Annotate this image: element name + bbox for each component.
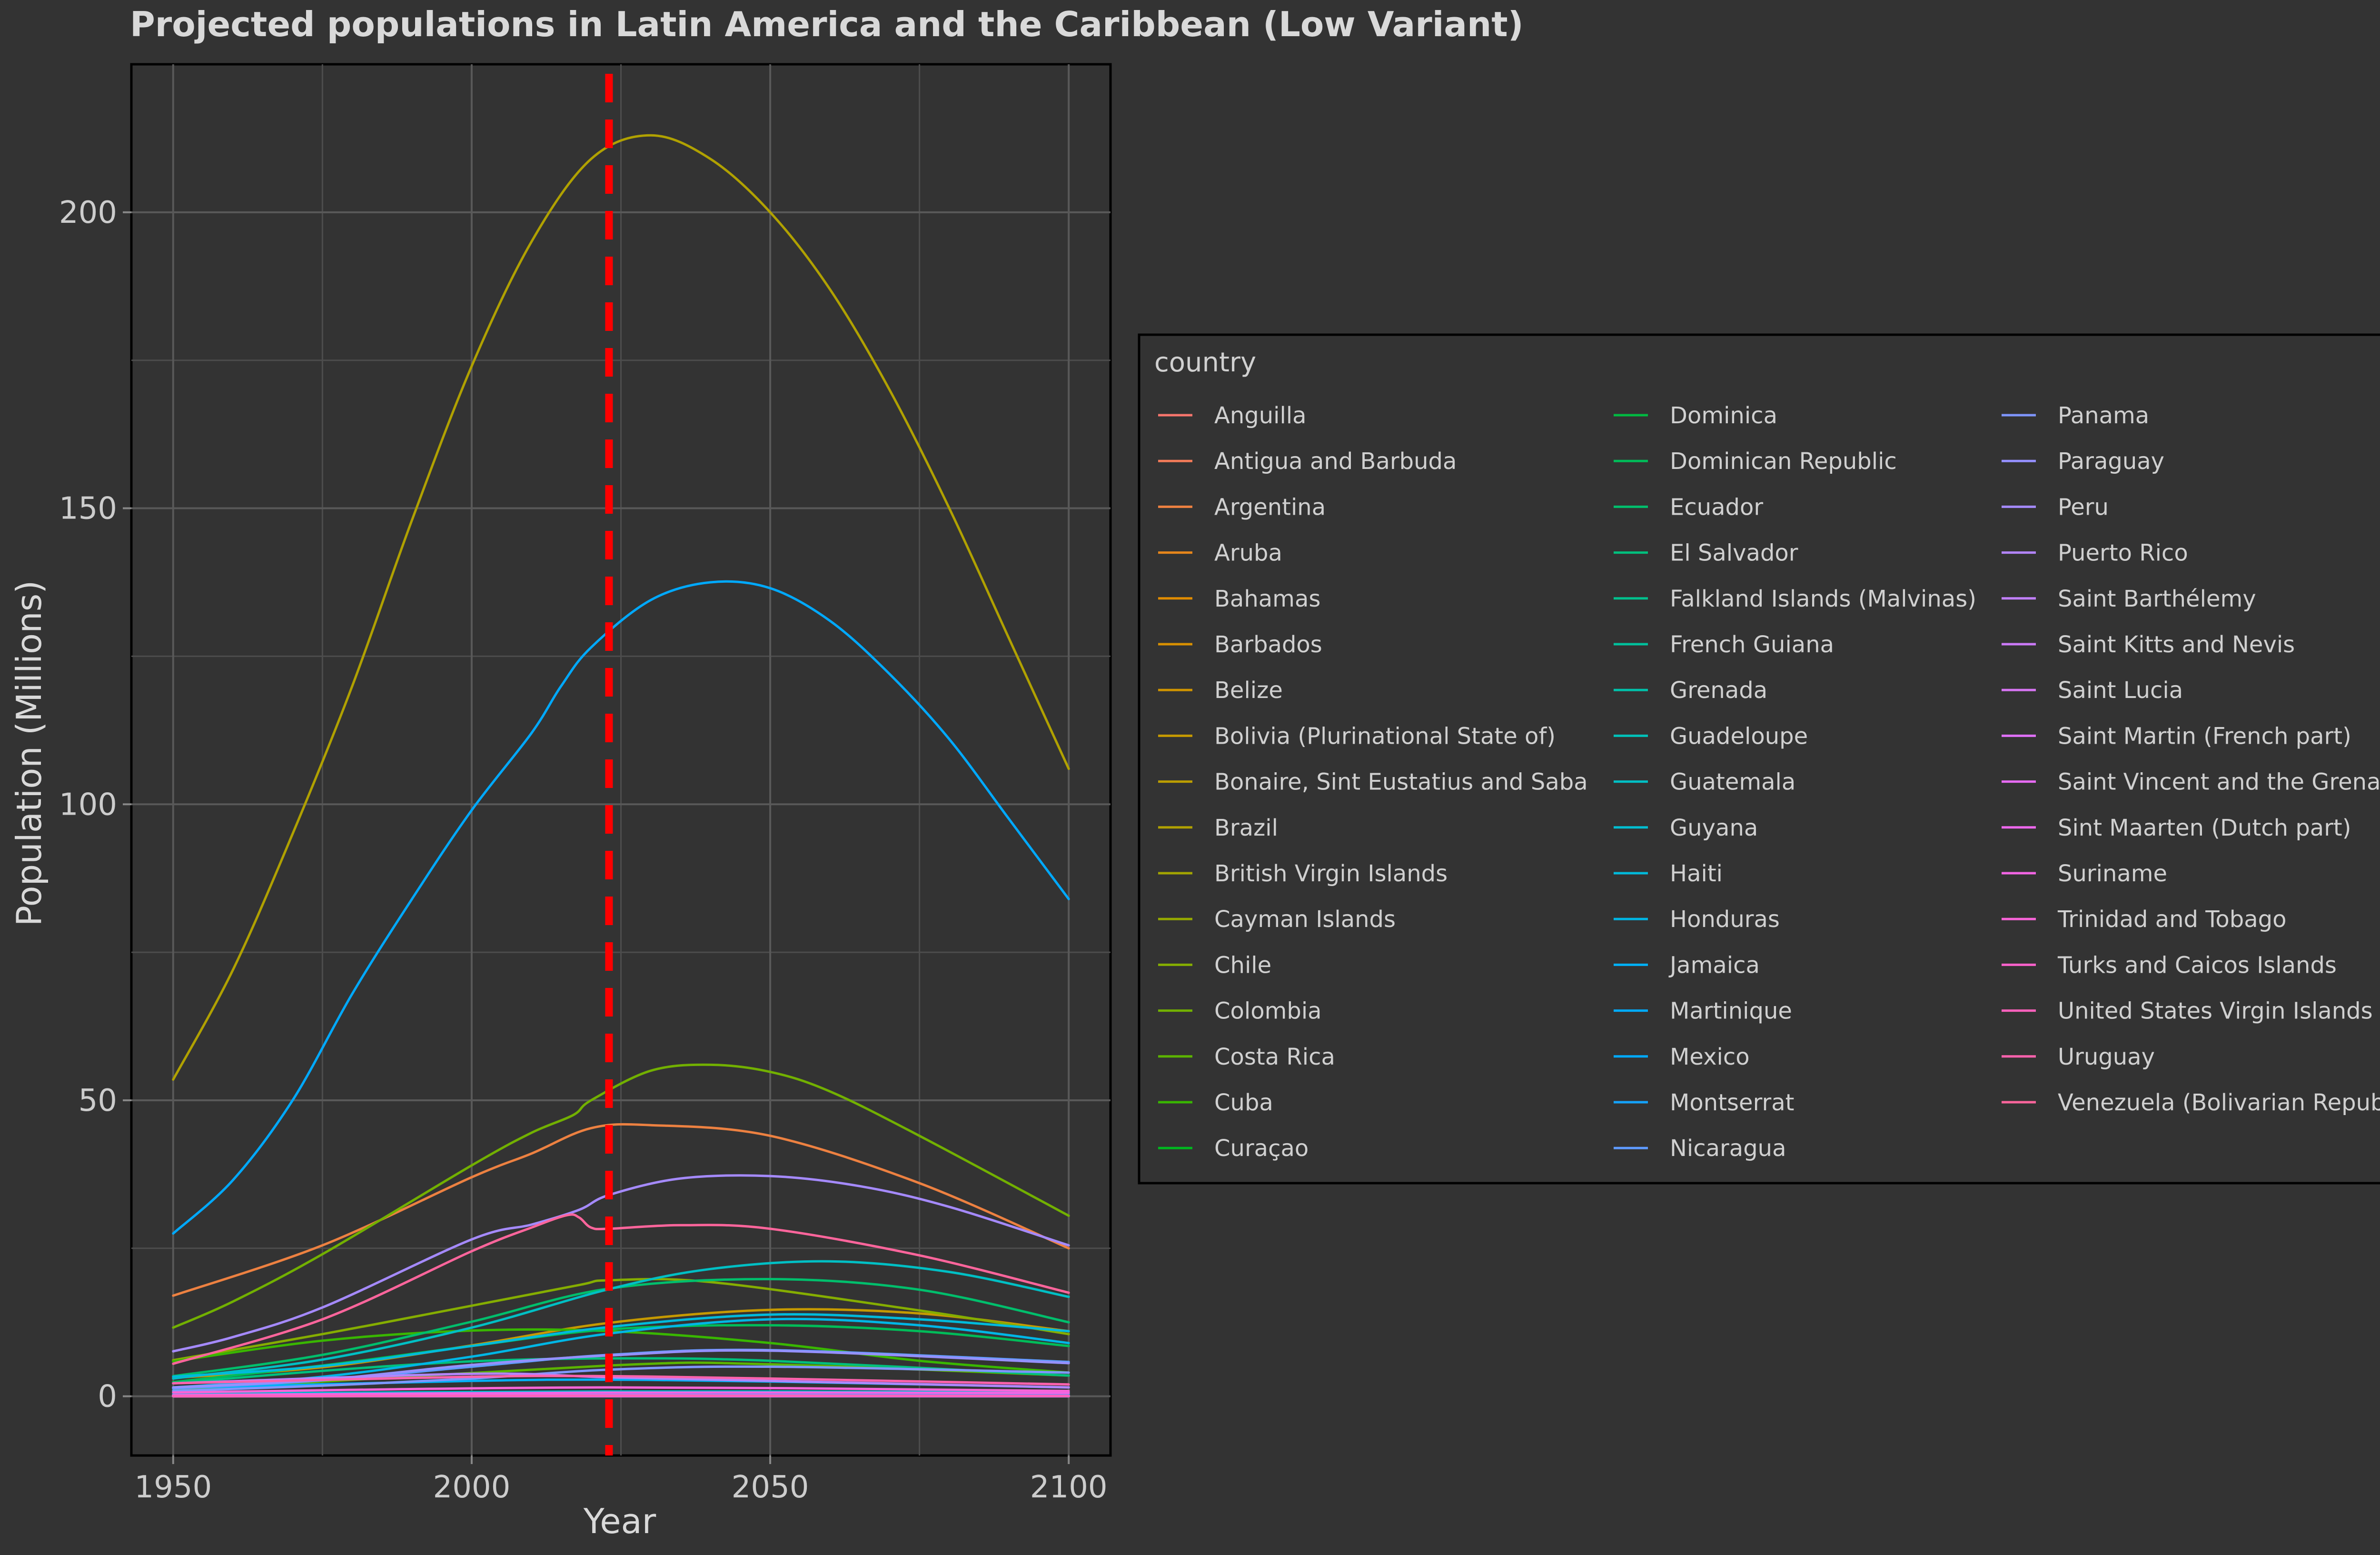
series-line [172, 1277, 1070, 1362]
series-line [172, 580, 1070, 1235]
legend-label: Nicaragua [1670, 1135, 1786, 1162]
y-axis-title: Population (Millions) [9, 580, 49, 927]
series-line [172, 1391, 1070, 1396]
y-tick-label: 100 [59, 787, 117, 822]
legend-label: Sint Maarten (Dutch part) [2058, 815, 2351, 841]
legend-label: Peru [2058, 494, 2109, 520]
legend-label: Dominica [1670, 402, 1777, 429]
legend-label: Panama [2058, 402, 2149, 429]
chart-title: Projected populations in Latin America a… [130, 4, 1524, 44]
legend-label: Chile [1214, 952, 1271, 978]
series-line [172, 1174, 1070, 1353]
legend-label: Haiti [1670, 860, 1723, 887]
legend-label: Antigua and Barbuda [1214, 448, 1457, 475]
legend: country Anguilla Antigua and Barbuda Argen… [1138, 333, 2380, 1185]
legend-label: Suriname [2058, 860, 2167, 887]
legend-label: Trinidad and Tobago [2057, 906, 2287, 933]
legend-label: Costa Rica [1214, 1044, 1335, 1070]
legend-label: Dominican Republic [1670, 448, 1897, 475]
legend-label: Belize [1214, 677, 1283, 704]
x-tick-label: 2100 [1030, 1470, 1108, 1505]
legend-label: Saint Martin (French part) [2058, 723, 2351, 749]
series-line [172, 1063, 1070, 1329]
legend-label: Bahamas [1214, 586, 1320, 612]
y-tick-label: 0 [98, 1379, 117, 1415]
series-line [172, 134, 1070, 1081]
y-tick-label: 200 [59, 195, 117, 230]
legend-label: United States Virgin Islands [2058, 998, 2373, 1025]
legend-label: Bonaire, Sint Eustatius and Saba [1214, 769, 1588, 796]
legend-label: Bolivia (Plurinational State of) [1214, 723, 1556, 749]
legend-label: Saint Vincent and the Grenadines [2058, 769, 2380, 796]
legend-label: Argentina [1214, 494, 1326, 520]
legend-label: Honduras [1670, 906, 1780, 933]
series-line [172, 1260, 1070, 1380]
legend-label: Colombia [1214, 998, 1322, 1025]
legend-title: country [1154, 347, 1256, 378]
legend-label: Ecuador [1670, 494, 1763, 520]
legend-label: Paraguay [2058, 448, 2164, 475]
legend-label: Jamaica [1668, 952, 1760, 978]
x-tick-label: 2050 [732, 1470, 809, 1505]
legend-label: Cuba [1214, 1089, 1273, 1116]
legend-label: Cayman Islands [1214, 906, 1396, 933]
legend-label: French Guiana [1670, 631, 1834, 658]
legend-label: Montserrat [1670, 1089, 1794, 1116]
legend-label: Curaçao [1214, 1135, 1309, 1162]
legend-label: Venezuela (Bolivarian Republic of) [2058, 1089, 2380, 1116]
legend-label: Turks and Caicos Islands [2057, 952, 2337, 978]
grid-lines [131, 64, 1111, 1455]
series-line [172, 1123, 1070, 1297]
x-axis-title: Year [583, 1501, 656, 1541]
legend-label: Grenada [1670, 677, 1767, 704]
legend-label: Barbados [1214, 631, 1322, 658]
x-tick-label: 2000 [433, 1470, 510, 1505]
y-tick-label: 150 [59, 491, 117, 527]
series-line [172, 1357, 1070, 1385]
series-line [172, 1365, 1070, 1392]
legend-label: Anguilla [1214, 402, 1307, 429]
legend-label: British Virgin Islands [1214, 860, 1448, 887]
legend-label: Guadeloupe [1670, 723, 1808, 749]
legend-label: Guatemala [1670, 769, 1795, 796]
legend-items: Anguilla Antigua and Barbuda Argentina Arub… [1158, 402, 2380, 1162]
series-line [172, 1213, 1070, 1365]
series-line [172, 1386, 1070, 1394]
legend-label: Guyana [1670, 815, 1758, 841]
x-tick-label: 1950 [134, 1470, 212, 1505]
legend-label: Martinique [1670, 998, 1792, 1025]
legend-label: El Salvador [1670, 540, 1798, 567]
y-tick-label: 50 [79, 1083, 117, 1118]
legend-label: Saint Kitts and Nevis [2058, 631, 2295, 658]
legend-label: Saint Lucia [2058, 677, 2183, 704]
legend-label: Mexico [1670, 1044, 1750, 1070]
legend-label: Aruba [1214, 540, 1282, 567]
legend-box [1138, 333, 2380, 1185]
legend-label: Uruguay [2058, 1044, 2155, 1070]
legend-label: Falkland Islands (Malvinas) [1670, 586, 1976, 612]
axis-ticks: 1950 2000 2050 2100 0 50 100 150 200 [59, 195, 1108, 1505]
legend-label: Saint Barthélemy [2058, 586, 2256, 612]
legend-label: Brazil [1214, 815, 1278, 841]
legend-label: Puerto Rico [2058, 540, 2188, 567]
